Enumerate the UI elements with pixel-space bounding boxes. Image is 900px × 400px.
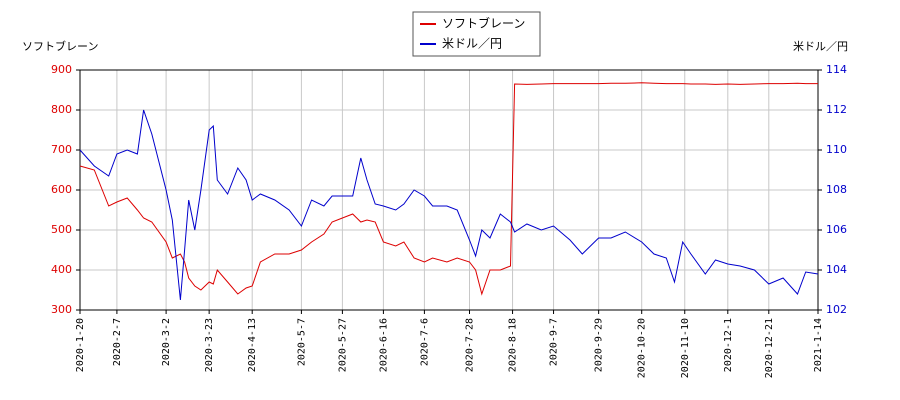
y-tick-label: 400 <box>51 263 72 276</box>
series-line <box>79 82 818 296</box>
y-axis-label: ソフトブレーン <box>22 39 98 53</box>
x-tick-label: 2020-7-6 <box>419 318 430 366</box>
y-tick-label: 700 <box>51 143 72 156</box>
x-tick-label: 2020-7-28 <box>465 318 476 372</box>
x-tick-label: 2020-3-2 <box>161 318 172 366</box>
y2-axis-label: 米ドル／円 <box>793 40 848 53</box>
x-tick-label: 2020-3-23 <box>204 318 215 372</box>
x-tick-label: 2020-6-16 <box>378 318 389 372</box>
x-tick-label: 2020-2-7 <box>112 318 123 366</box>
legend-box <box>412 11 541 57</box>
y2-tick-label: 106 <box>826 223 847 236</box>
x-tick-label: 2020-5-7 <box>296 318 307 366</box>
x-tick-label: 2021-1-14 <box>813 318 824 372</box>
y-tick-label: 600 <box>51 183 72 196</box>
y2-tick-label: 112 <box>826 103 847 116</box>
x-tick-label: 2020-9-7 <box>549 318 560 366</box>
x-tick-label: 2020-12-1 <box>723 318 734 372</box>
x-tick-label: 2020-4-13 <box>247 318 258 372</box>
x-tick-label: 2020-1-20 <box>75 318 86 372</box>
y-tick-label: 900 <box>51 63 72 76</box>
x-tick-label: 2020-10-20 <box>637 318 648 378</box>
y-tick-label: 300 <box>51 303 72 316</box>
x-tick-label: 2020-11-10 <box>680 318 691 378</box>
y2-tick-label: 114 <box>826 63 847 76</box>
y2-tick-label: 102 <box>826 303 847 316</box>
y-tick-label: 800 <box>51 103 72 116</box>
x-tick-label: 2020-5-27 <box>337 318 348 372</box>
x-tick-label: 2020-8-18 <box>508 318 519 372</box>
y2-tick-label: 108 <box>826 183 847 196</box>
series-line <box>79 109 819 301</box>
legend-label: 米ドル／円 <box>442 37 502 51</box>
y-tick-label: 500 <box>51 223 72 236</box>
y2-tick-label: 104 <box>826 263 847 276</box>
plot-frame <box>79 69 819 311</box>
y2-tick-label: 110 <box>826 143 847 156</box>
x-tick-label: 2020-12-21 <box>764 318 775 378</box>
x-tick-label: 2020-9-29 <box>594 318 605 372</box>
legend-label: ソフトブレーン <box>442 16 525 31</box>
